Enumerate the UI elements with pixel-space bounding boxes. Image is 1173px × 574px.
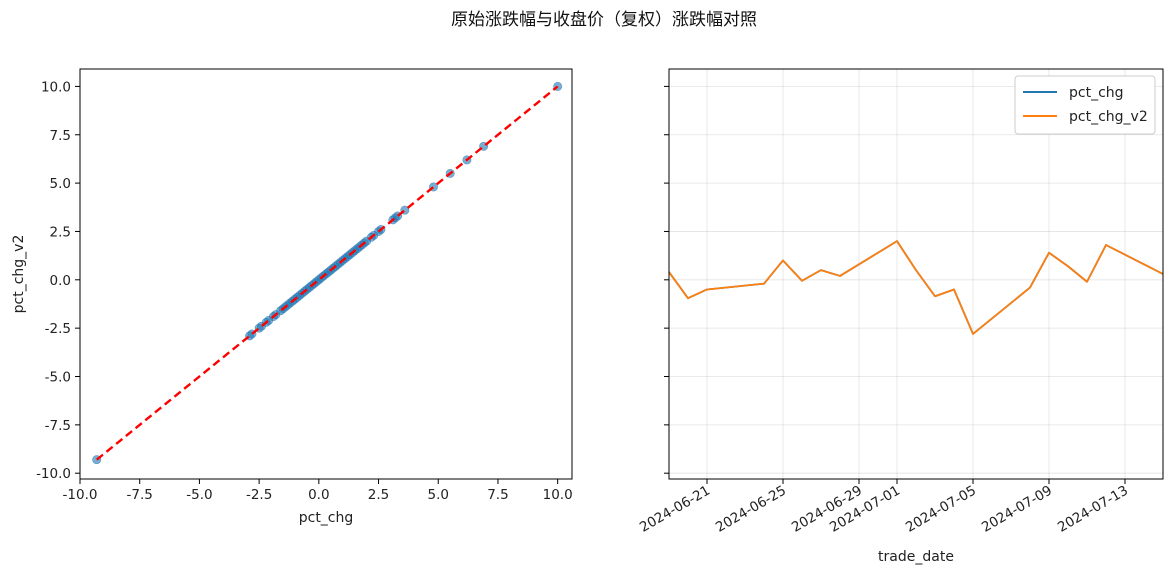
- line-x-axis-label: trade_date: [878, 549, 954, 565]
- legend-box: [1014, 75, 1156, 135]
- figure-title: 原始涨跌幅与收盘价（复权）涨跌幅对照: [451, 10, 757, 30]
- line-y-ticks: [664, 85, 669, 474]
- line-x-ticks: 2024-06-21 2024-06-25 2024-06-292024-07-01…: [637, 479, 1131, 536]
- x-tick-label: 2024-06-25: [713, 483, 789, 536]
- scatter-x-axis-label: pct_chg: [299, 510, 354, 526]
- series-line-pct-chg-v2: [668, 240, 1164, 335]
- x-tick-label: 7.5: [487, 487, 508, 503]
- y-tick-label: -5.0: [45, 370, 71, 386]
- scatter-x-ticks: -10.0 -7.5 -5.0 -2.5 0.0 2.5 5.0 7.5 10.0: [63, 479, 573, 503]
- scatter-plot-area: [92, 81, 563, 465]
- y-tick-label: -7.5: [45, 418, 71, 434]
- line-plot-area: [668, 240, 1164, 335]
- x-tick-label: 2024-07-05: [903, 483, 979, 536]
- x-tick-label: 0.0: [308, 487, 329, 503]
- scatter-subplot: -10.0 -7.5 -5.0 -2.5 0.0 2.5 5.0 7.5 10.0 10.0 7.…: [11, 68, 573, 526]
- scatter-axes-frame: [79, 68, 573, 480]
- line-subplot: 2024-06-21 2024-06-25 2024-06-292024-07-01…: [637, 68, 1164, 565]
- x-tick-label: 10.0: [543, 487, 573, 503]
- legend-label-pct-chg-v2: pct_chg_v2: [1069, 109, 1148, 125]
- x-tick-label: -7.5: [127, 487, 153, 503]
- x-tick-label: -2.5: [246, 487, 272, 503]
- scatter-y-axis-label: pct_chg_v2: [11, 235, 27, 314]
- x-tick-label: 2024-06-21: [637, 483, 713, 536]
- scatter-y-ticks: 10.0 7.5 5.0 2.5 0.0 -2.5 -5.0 -7.5 -10.0: [36, 79, 80, 482]
- y-tick-label: -2.5: [45, 321, 71, 337]
- legend-label-pct-chg: pct_chg: [1069, 85, 1124, 101]
- line-axes-frame: [668, 68, 1164, 480]
- x-tick-label: -5.0: [186, 487, 212, 503]
- y-tick-label: 5.0: [50, 176, 71, 192]
- x-tick-label: -10.0: [63, 487, 98, 503]
- legend: pct_chg pct_chg_v2: [1014, 75, 1156, 135]
- y-tick-label: 0.0: [50, 273, 71, 289]
- x-tick-label: 2024-07-09: [979, 483, 1055, 536]
- y-tick-label: -10.0: [36, 466, 71, 482]
- y-tick-label: 10.0: [41, 79, 71, 95]
- x-tick-label: 2.5: [368, 487, 389, 503]
- y-tick-label: 2.5: [50, 224, 71, 240]
- y-tick-label: 7.5: [50, 128, 71, 144]
- x-tick-label: 5.0: [428, 487, 449, 503]
- x-tick-label: 2024-07-13: [1055, 483, 1131, 536]
- series-line-pct-chg: [668, 240, 1164, 335]
- reference-diagonal-line: [95, 85, 559, 461]
